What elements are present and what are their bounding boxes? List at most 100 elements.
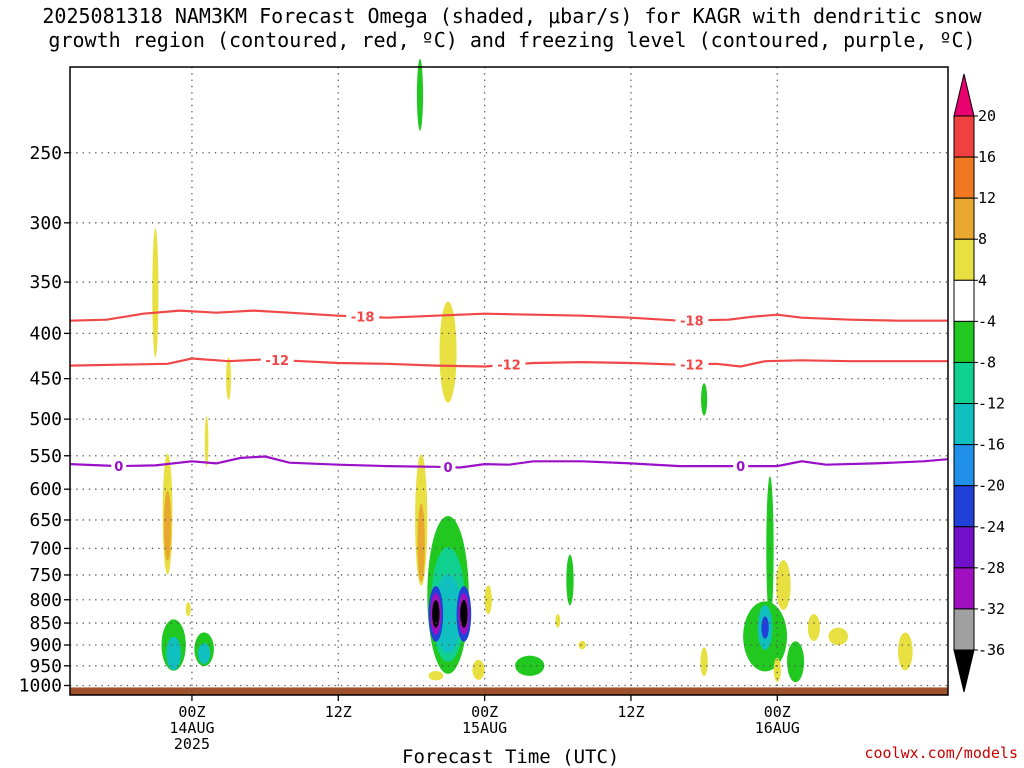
x-tick-label-12-0: 12Z <box>325 703 352 721</box>
plot-frame <box>69 66 949 696</box>
omega-blob-41 <box>700 647 708 677</box>
contour-label-0-2: 0 <box>736 460 745 475</box>
colorbar-top-arrow <box>953 73 975 117</box>
y-tick-label-700: 700 <box>29 538 62 559</box>
contour-label-bg <box>675 312 709 329</box>
omega-blob-23 <box>484 585 492 615</box>
title-line-1: 2025081318 NAM3KM Forecast Omega (shaded… <box>42 4 982 28</box>
credit-link[interactable]: coolwx.com/models <box>864 744 1018 762</box>
omega-blob-11 <box>439 301 457 403</box>
x-tick-label-48-0: 00Z <box>764 703 791 721</box>
contour-minus18 <box>69 309 948 322</box>
colorbar-label-3: 8 <box>978 230 987 248</box>
contour-label-minus18-0: -18 <box>351 311 375 326</box>
omega-blob-29 <box>578 640 586 650</box>
omega-blob-24 <box>428 671 444 681</box>
omega-blob-22 <box>460 600 468 628</box>
omega-blob-0 <box>152 228 159 358</box>
contour-label-bg <box>346 308 380 325</box>
colorbar-label-1: 16 <box>978 148 996 166</box>
contour-label-0-0: 0 <box>114 460 123 475</box>
gridlines <box>70 67 948 695</box>
colorbar-bottom-arrow <box>953 649 975 693</box>
x-tick-label-36-0: 12Z <box>617 703 644 721</box>
omega-blob-25 <box>472 659 485 680</box>
colorbar-label-11: -28 <box>978 559 1005 577</box>
y-tick-label-950: 950 <box>29 656 62 677</box>
omega-blob-35 <box>776 560 791 611</box>
colorbar-label-12: -32 <box>978 600 1005 618</box>
y-tick-label-300: 300 <box>29 213 62 234</box>
colorbar-label-6: -8 <box>978 353 996 371</box>
x-tick-label-24-0: 00Z <box>471 703 498 721</box>
y-tick-label-550: 550 <box>29 446 62 467</box>
y-tick-label-800: 800 <box>29 590 62 611</box>
colorbar-segment-0 <box>953 115 975 158</box>
contour-label-bg <box>111 458 127 475</box>
contour-label-minus12-0: -12 <box>266 354 290 369</box>
title-line-2: growth region (contoured, red, ºC) and f… <box>48 28 976 52</box>
contour-label-minus12-2: -12 <box>680 358 704 373</box>
y-tick-label-650: 650 <box>29 510 62 531</box>
x-axis-title: Forecast Time (UTC) <box>402 746 620 768</box>
y-tick-label-600: 600 <box>29 479 62 500</box>
omega-blob-28 <box>555 613 561 628</box>
colorbar-segment-7 <box>953 403 975 446</box>
omega-blob-2 <box>204 416 209 467</box>
y-tick-label-450: 450 <box>29 369 62 390</box>
colorbar-label-2: 12 <box>978 189 996 207</box>
contour-label-minus12-1: -12 <box>497 359 521 374</box>
colorbar-segment-10 <box>953 526 975 569</box>
colorbar-segment-11 <box>953 567 975 610</box>
omega-blob-37 <box>787 641 805 683</box>
omega-blob-5 <box>185 602 191 617</box>
omega-blob-7 <box>166 636 181 671</box>
chart-title: 2025081318 NAM3KM Forecast Omega (shaded… <box>0 4 1024 52</box>
colorbar-label-9: -20 <box>978 477 1005 495</box>
y-axis: 2503003504004505005506006507007508008509… <box>19 143 70 697</box>
y-tick-label-750: 750 <box>29 565 62 586</box>
omega-blob-39 <box>828 627 849 646</box>
contour-label-bg <box>733 458 749 475</box>
y-tick-label-350: 350 <box>29 272 62 293</box>
omega-blob-36 <box>773 657 781 682</box>
contour-label-bg <box>675 356 709 373</box>
omega-blob-34 <box>761 616 769 639</box>
contour-label-bg <box>492 356 526 373</box>
omega-blob-13 <box>417 503 425 583</box>
colorbar-label-0: 20 <box>978 107 996 125</box>
colorbar-segment-8 <box>953 444 975 487</box>
colorbar-segment-3 <box>953 238 975 281</box>
x-tick-label-0-2: 2025 <box>174 735 210 753</box>
y-tick-label-250: 250 <box>29 143 62 164</box>
contour-label-bg <box>260 351 294 368</box>
colorbar-label-4: 4 <box>978 271 987 289</box>
y-tick-label-900: 900 <box>29 635 62 656</box>
omega-blob-4 <box>163 490 172 561</box>
colorbar-segment-6 <box>953 361 975 405</box>
colorbar-segment-4 <box>953 279 975 322</box>
y-tick-label-1000: 1000 <box>19 676 62 697</box>
x-tick-label-0-1: 14AUG <box>169 719 214 737</box>
colorbar-label-13: -36 <box>978 641 1005 659</box>
y-tick-label-500: 500 <box>29 409 62 430</box>
omega-blob-9 <box>198 643 211 664</box>
y-tick-label-850: 850 <box>29 613 62 634</box>
omega-shading <box>152 58 913 683</box>
omega-blob-38 <box>807 614 820 641</box>
plot-area <box>70 67 948 695</box>
colorbar-label-10: -24 <box>978 518 1005 536</box>
omega-blob-27 <box>566 554 574 606</box>
omega-blob-16 <box>434 574 462 654</box>
colorbar-label-5: -4 <box>978 312 996 330</box>
colorbar-label-8: -16 <box>978 436 1005 454</box>
contour-label-minus18-1: -18 <box>680 314 704 329</box>
colorbar: 20 16 12 8 4 -4 -8 -12 -16 -20 -24 -28 -32 -36 <box>953 73 1005 693</box>
contour-label-bg <box>440 459 456 476</box>
omega-blob-10 <box>416 58 424 131</box>
y-tick-label-400: 400 <box>29 323 62 344</box>
contour-label-0-1: 0 <box>444 461 453 476</box>
colorbar-segment-1 <box>953 156 975 199</box>
